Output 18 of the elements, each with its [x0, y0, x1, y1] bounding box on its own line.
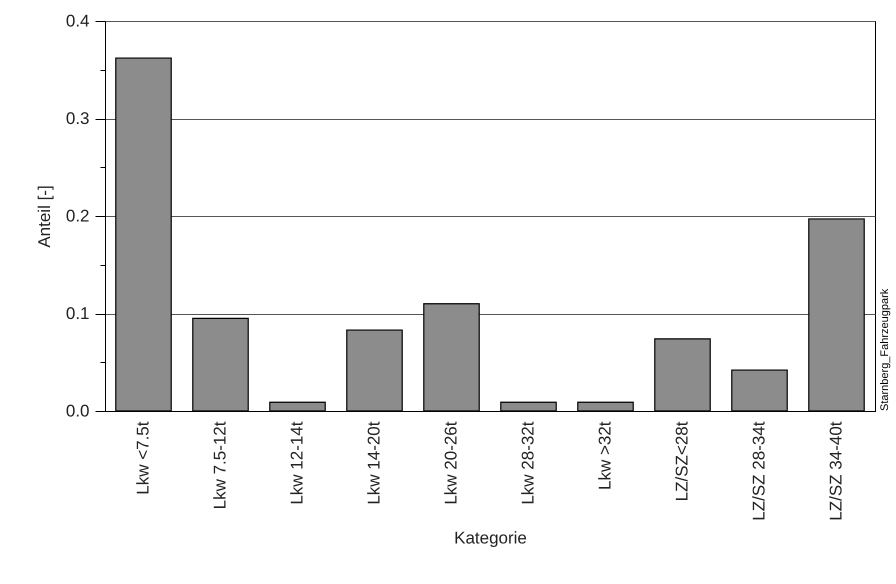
x-tick-label: LZ/SZ 28-34t — [750, 421, 768, 521]
x-tick-label: LZ/SZ<28t — [672, 421, 692, 502]
x-tick-label: LZ/SZ 34-40t — [826, 421, 846, 521]
text: Starnberg_Fahrzeugpark — [879, 288, 891, 411]
x-tick-label: Lkw <7.5t — [134, 421, 152, 495]
x-tick-label: Lkw 28-32t — [518, 421, 538, 505]
x-tick-label: Lkw 12-14t — [288, 421, 306, 505]
x-tick-label: Lkw 20-26t — [442, 421, 460, 505]
x-axis-title: Kategorie — [454, 528, 527, 548]
x-tick-label: Lkw 14-20t — [364, 421, 384, 505]
y-tick-label: 0.1 — [66, 304, 90, 323]
x-tick-label: Lkw 7.5-12t — [210, 421, 230, 510]
y-tick-label: 0.3 — [66, 109, 90, 128]
y-tick-label: 0.2 — [66, 206, 90, 226]
x-tick-label: Lkw >32t — [596, 421, 614, 490]
y-tick-label: 0.4 — [66, 12, 90, 30]
y-tick-label: 0.0 — [66, 402, 90, 420]
y-axis-title: Anteil [-] — [34, 185, 54, 248]
